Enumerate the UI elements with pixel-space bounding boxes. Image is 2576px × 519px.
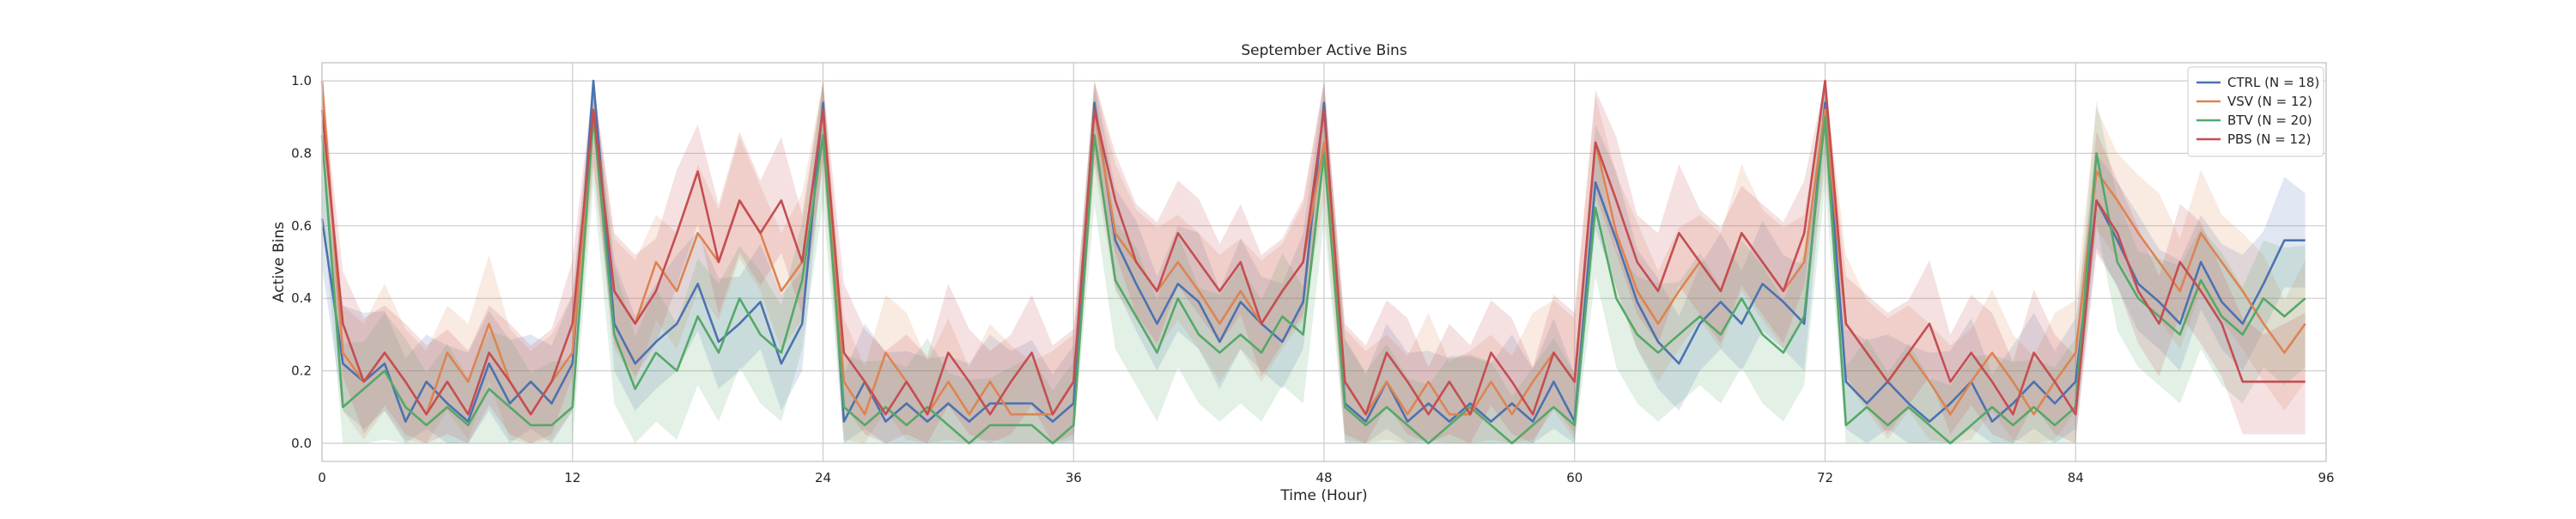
x-tick-label: 60 (1566, 470, 1583, 485)
series-lines (320, 79, 2306, 445)
x-tick-label: 48 (1315, 470, 1332, 485)
x-tick-label: 36 (1066, 470, 1082, 485)
legend-label: CTRL (N = 18) (2227, 75, 2319, 90)
x-tick-label: 96 (2318, 470, 2334, 485)
confidence-bands (322, 81, 2306, 443)
series-line-2 (320, 115, 2306, 445)
y-axis-label: Active Bins (270, 222, 288, 302)
legend: CTRL (N = 18) VSV (N = 12) BTV (N = 20) PBS… (2187, 66, 2324, 157)
legend-label: BTV (N = 20) (2227, 113, 2312, 128)
y-axis-ticks: 0.0 0.2 0.4 0.6 0.8 1.0 (291, 73, 312, 451)
plot-frame (321, 62, 2327, 462)
y-tick-label: 1.0 (291, 73, 312, 89)
legend-box (2187, 66, 2324, 157)
legend-label: VSV (N = 12) (2227, 94, 2312, 109)
x-tick-label: 0 (318, 470, 326, 485)
x-axis-label: Time (Hour) (1279, 487, 1367, 504)
x-tick-label: 12 (564, 470, 580, 485)
y-tick-label: 0.6 (291, 218, 312, 234)
series-line-3 (320, 79, 2306, 416)
x-tick-label: 72 (1817, 470, 1833, 485)
legend-label: PBS (N = 12) (2227, 131, 2311, 147)
x-tick-label: 24 (815, 470, 831, 485)
series-line-1 (320, 80, 2306, 416)
y-tick-label: 0.2 (291, 363, 312, 379)
x-tick-label: 84 (2068, 470, 2084, 485)
x-axis-ticks: 0 12 24 36 48 60 72 84 96 (318, 470, 2334, 485)
y-tick-label: 0.4 (291, 290, 312, 306)
chart-title: September Active Bins (1241, 42, 1407, 59)
y-tick-label: 0.8 (291, 145, 312, 161)
y-tick-label: 0.0 (291, 436, 312, 451)
